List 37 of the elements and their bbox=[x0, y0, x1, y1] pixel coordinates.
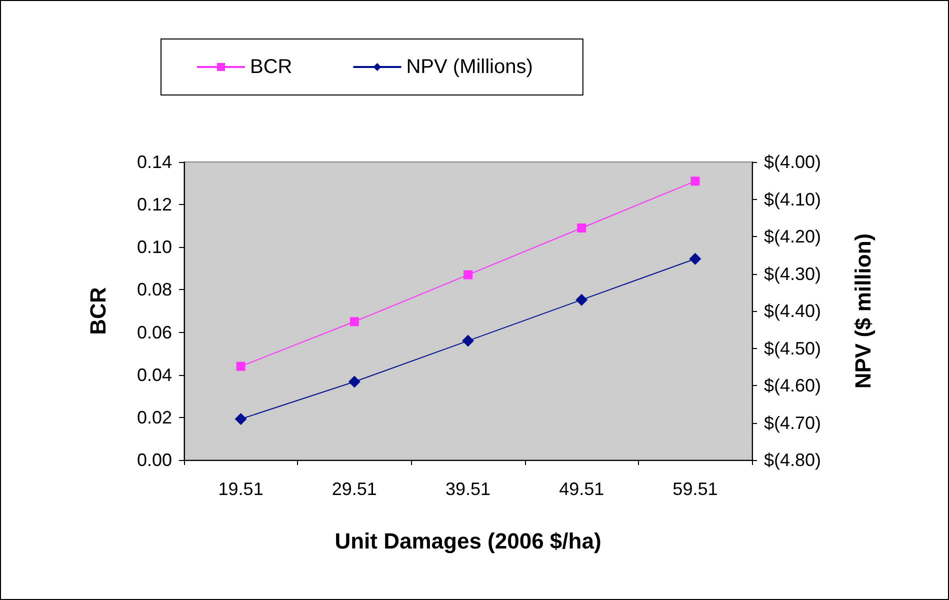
point bbox=[690, 176, 700, 186]
x-tick-label: 49.51 bbox=[559, 479, 604, 499]
point bbox=[577, 223, 586, 232]
y2-tick-label: $(4.50) bbox=[764, 338, 822, 358]
y-tick-label: 0.12 bbox=[136, 194, 172, 215]
y2-tick-label: $(4.30) bbox=[764, 264, 822, 284]
x-axis-title: Unit Damages (2006 $/ha) bbox=[334, 528, 602, 554]
y-axis-title: BCR bbox=[86, 287, 110, 335]
point bbox=[462, 334, 474, 347]
legend-label: BCR bbox=[250, 56, 292, 78]
y-tick-label: 0.00 bbox=[136, 450, 172, 470]
point bbox=[236, 362, 246, 371]
point bbox=[464, 270, 472, 280]
point bbox=[350, 317, 359, 326]
y2-tick-label: $(4.10) bbox=[764, 189, 822, 210]
y-tick-label: 0.06 bbox=[136, 322, 172, 342]
y2-tick-label: $(4.20) bbox=[764, 226, 822, 246]
x-tick-label: 19.51 bbox=[218, 479, 264, 499]
point bbox=[576, 294, 588, 306]
y-tick-label: 0.08 bbox=[136, 280, 172, 300]
y2-tick-label: $(4.00) bbox=[764, 152, 822, 172]
legend-label: NPV (Millions) bbox=[406, 56, 533, 78]
y2-tick-label: $(4.80) bbox=[764, 450, 822, 470]
y2-tick-label: $(4.70) bbox=[764, 412, 822, 433]
point bbox=[234, 413, 247, 426]
x-tick-label: 59.51 bbox=[672, 479, 718, 499]
point bbox=[689, 252, 702, 265]
point bbox=[348, 376, 360, 388]
y-tick-label: 0.04 bbox=[136, 364, 172, 385]
y2-axis-title: NPV ($ million) bbox=[850, 233, 876, 389]
y2-tick-label: $(4.60) bbox=[764, 376, 822, 396]
y-tick-label: 0.02 bbox=[136, 407, 172, 428]
y-tick-label: 0.10 bbox=[136, 237, 172, 258]
y2-tick-label: $(4.40) bbox=[764, 301, 822, 321]
y-tick-label: 0.14 bbox=[136, 152, 172, 172]
x-tick-label: 39.51 bbox=[445, 479, 491, 499]
x-tick-label: 29.51 bbox=[332, 479, 377, 499]
